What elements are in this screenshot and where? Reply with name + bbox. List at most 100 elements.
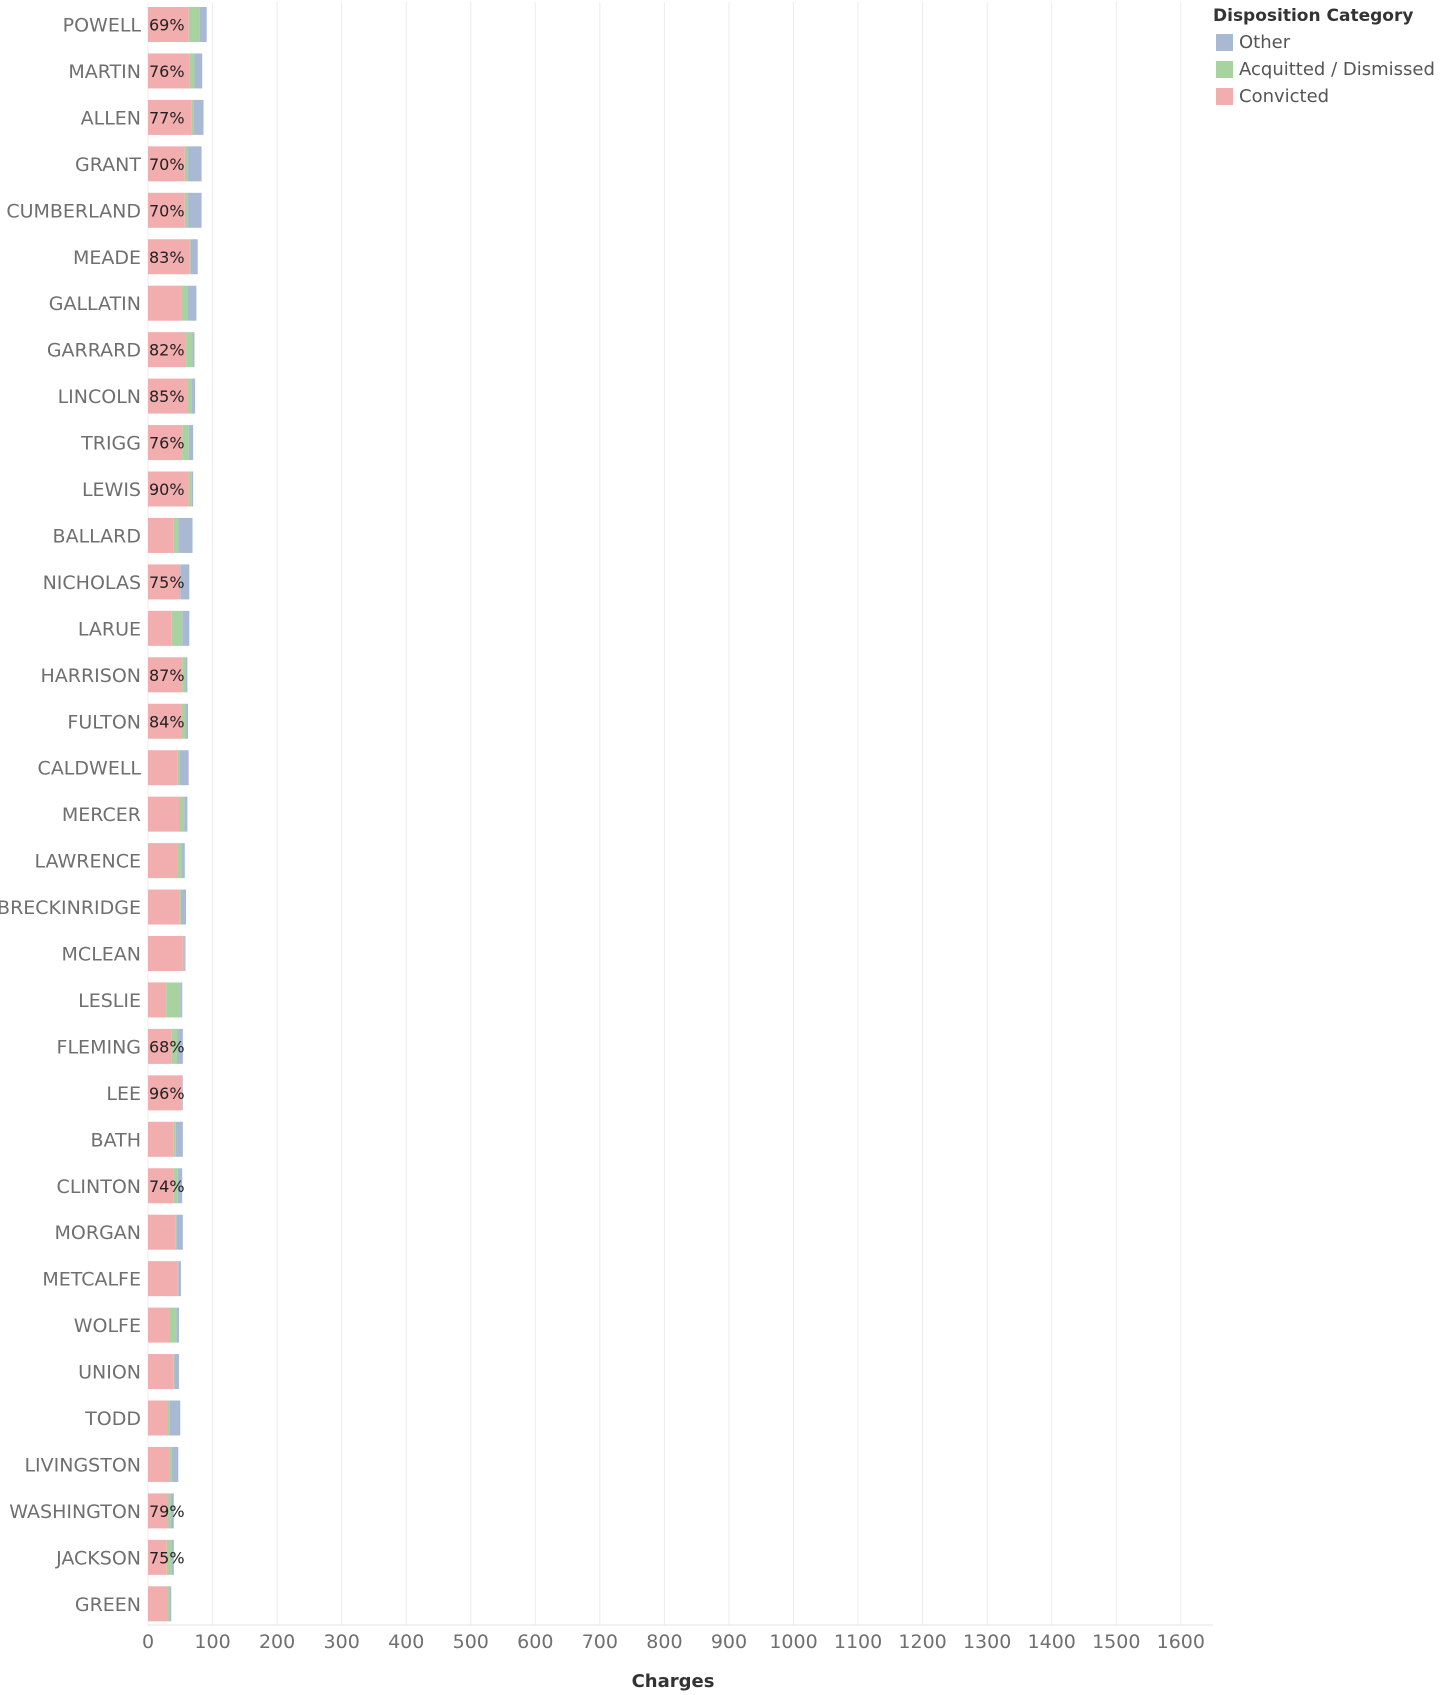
bar-other[interactable] (171, 1446, 179, 1482)
bar-acquitted-dismissed[interactable] (166, 1539, 172, 1575)
bar-acquitted-dismissed[interactable] (177, 1261, 179, 1297)
bar-convicted[interactable] (148, 564, 179, 600)
bar-acquitted-dismissed[interactable] (173, 1121, 176, 1157)
bar-convicted[interactable] (148, 239, 190, 275)
bar-other[interactable] (188, 425, 194, 461)
bar-acquitted-dismissed[interactable] (182, 425, 189, 461)
bar-acquitted-dismissed[interactable] (175, 1214, 177, 1250)
bar-convicted[interactable] (148, 332, 187, 368)
bar-acquitted-dismissed[interactable] (178, 564, 181, 600)
bar-convicted[interactable] (148, 610, 172, 646)
bar-acquitted-dismissed[interactable] (184, 192, 189, 228)
bar-acquitted-dismissed[interactable] (177, 843, 182, 879)
bar-other[interactable] (190, 239, 198, 275)
bar-other[interactable] (177, 1168, 183, 1204)
bar-convicted[interactable] (148, 192, 185, 228)
bar-other[interactable] (178, 517, 193, 553)
bar-other[interactable] (185, 657, 188, 693)
bar-other[interactable] (174, 1354, 179, 1390)
bar-convicted[interactable] (148, 1121, 174, 1157)
bar-acquitted-dismissed[interactable] (171, 1028, 178, 1064)
bar-acquitted-dismissed[interactable] (182, 657, 186, 693)
bar-other[interactable] (194, 53, 203, 89)
bar-other[interactable] (171, 1539, 174, 1575)
bar-acquitted-dismissed[interactable] (166, 982, 181, 1018)
bar-convicted[interactable] (148, 99, 192, 135)
bar-convicted[interactable] (148, 517, 174, 553)
legend-item[interactable]: Convicted (1213, 83, 1447, 110)
bar-convicted[interactable] (148, 936, 183, 971)
bar-other[interactable] (191, 378, 196, 414)
bar-other[interactable] (176, 1307, 179, 1343)
bar-convicted[interactable] (148, 1493, 169, 1529)
bar-other[interactable] (169, 1400, 181, 1436)
bar-acquitted-dismissed[interactable] (188, 7, 200, 42)
bar-acquitted-dismissed[interactable] (182, 936, 185, 971)
bar-convicted[interactable] (148, 750, 178, 786)
bar-acquitted-dismissed[interactable] (173, 517, 179, 553)
bar-acquitted-dismissed[interactable] (179, 889, 181, 925)
bar-acquitted-dismissed[interactable] (173, 1168, 178, 1204)
bar-acquitted-dismissed[interactable] (177, 750, 180, 786)
bar-other[interactable] (191, 471, 194, 507)
bar-other[interactable] (169, 1586, 172, 1622)
bar-acquitted-dismissed[interactable] (168, 1400, 170, 1436)
bar-convicted[interactable] (148, 1261, 178, 1297)
bar-other[interactable] (180, 889, 187, 925)
bar-convicted[interactable] (148, 1446, 170, 1482)
bar-convicted[interactable] (148, 425, 183, 461)
bar-other[interactable] (180, 564, 190, 600)
bar-other[interactable] (170, 1493, 174, 1529)
bar-other[interactable] (199, 7, 207, 42)
bar-acquitted-dismissed[interactable] (181, 703, 186, 739)
bar-other[interactable] (192, 332, 195, 368)
bar-acquitted-dismissed[interactable] (169, 1307, 177, 1343)
bar-convicted[interactable] (148, 982, 167, 1018)
bar-acquitted-dismissed[interactable] (191, 99, 194, 135)
bar-convicted[interactable] (148, 1354, 174, 1390)
bar-acquitted-dismissed[interactable] (188, 378, 192, 414)
legend-item[interactable]: Other (1213, 29, 1447, 56)
bar-convicted[interactable] (148, 378, 189, 414)
bar-acquitted-dismissed[interactable] (169, 1446, 172, 1482)
bar-convicted[interactable] (148, 1586, 169, 1622)
bar-other[interactable] (178, 1261, 181, 1297)
bar-other[interactable] (188, 146, 202, 182)
bar-other[interactable] (184, 796, 188, 832)
bar-other[interactable] (184, 936, 186, 971)
bar-acquitted-dismissed[interactable] (173, 1354, 175, 1390)
bar-other[interactable] (188, 192, 202, 228)
bar-other[interactable] (193, 99, 204, 135)
bar-acquitted-dismissed[interactable] (184, 146, 189, 182)
bar-other[interactable] (175, 1121, 183, 1157)
bar-acquitted-dismissed[interactable] (181, 1075, 183, 1111)
bar-acquitted-dismissed[interactable] (186, 332, 193, 368)
legend-item[interactable]: Acquitted / Dismissed (1213, 56, 1447, 83)
bar-other[interactable] (177, 1028, 183, 1064)
bar-convicted[interactable] (148, 1168, 174, 1204)
bar-acquitted-dismissed[interactable] (189, 53, 195, 89)
bar-convicted[interactable] (148, 1075, 182, 1111)
bar-convicted[interactable] (148, 1028, 172, 1064)
bar-convicted[interactable] (148, 843, 178, 879)
bar-convicted[interactable] (148, 1539, 167, 1575)
bar-convicted[interactable] (148, 1400, 169, 1436)
bar-convicted[interactable] (148, 471, 189, 507)
bar-convicted[interactable] (148, 1214, 176, 1250)
bar-convicted[interactable] (148, 657, 183, 693)
bar-acquitted-dismissed[interactable] (168, 1586, 170, 1622)
bar-acquitted-dismissed[interactable] (178, 796, 185, 832)
bar-acquitted-dismissed[interactable] (188, 471, 192, 507)
bar-other[interactable] (182, 1075, 183, 1111)
bar-other[interactable] (176, 1214, 183, 1250)
bar-acquitted-dismissed[interactable] (189, 239, 191, 275)
bar-other[interactable] (179, 750, 189, 786)
bar-other[interactable] (181, 843, 185, 879)
bar-other[interactable] (185, 703, 189, 739)
bar-other[interactable] (180, 982, 183, 1018)
bar-convicted[interactable] (148, 146, 185, 182)
bar-other[interactable] (188, 285, 197, 321)
bar-convicted[interactable] (148, 889, 180, 925)
bar-acquitted-dismissed[interactable] (168, 1493, 171, 1529)
bar-convicted[interactable] (148, 53, 190, 89)
